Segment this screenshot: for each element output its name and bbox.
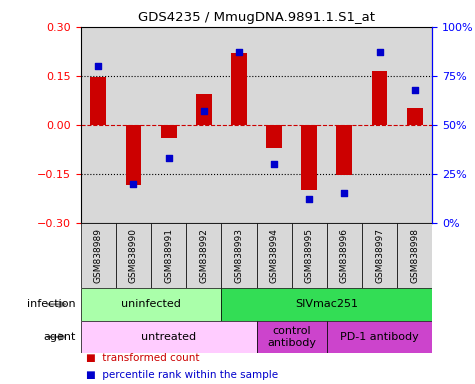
Bar — [327, 321, 432, 353]
Point — [95, 63, 102, 69]
Text: GSM838991: GSM838991 — [164, 228, 173, 283]
Point — [235, 49, 243, 55]
Bar — [362, 223, 397, 288]
Bar — [336, 125, 352, 175]
Point — [341, 190, 348, 197]
Title: GDS4235 / MmugDNA.9891.1.S1_at: GDS4235 / MmugDNA.9891.1.S1_at — [138, 11, 375, 24]
Bar — [292, 27, 327, 223]
Text: GSM838989: GSM838989 — [94, 228, 103, 283]
Bar — [186, 223, 221, 288]
Bar — [292, 223, 327, 288]
Text: GSM838995: GSM838995 — [305, 228, 314, 283]
Text: untreated: untreated — [141, 332, 196, 342]
Bar — [301, 125, 317, 190]
Bar — [266, 125, 282, 148]
Bar — [231, 53, 247, 125]
Bar — [221, 223, 256, 288]
Text: GSM838990: GSM838990 — [129, 228, 138, 283]
Bar — [90, 78, 106, 125]
Bar — [151, 27, 186, 223]
Bar — [161, 125, 177, 138]
Bar — [362, 27, 397, 223]
Point — [200, 108, 208, 114]
Bar — [116, 27, 151, 223]
Text: GSM838998: GSM838998 — [410, 228, 419, 283]
Point — [376, 49, 383, 55]
Text: control
antibody: control antibody — [267, 326, 316, 348]
Text: GSM838997: GSM838997 — [375, 228, 384, 283]
Bar — [327, 223, 362, 288]
Point — [305, 196, 313, 202]
Bar — [81, 288, 221, 321]
Text: SIVmac251: SIVmac251 — [295, 299, 358, 310]
Bar — [397, 27, 432, 223]
Point — [270, 161, 278, 167]
Text: GSM838993: GSM838993 — [235, 228, 243, 283]
Bar — [81, 321, 256, 353]
Bar — [256, 321, 327, 353]
Bar — [151, 223, 186, 288]
Bar — [397, 223, 432, 288]
Text: agent: agent — [44, 332, 76, 342]
Bar — [256, 27, 292, 223]
Text: uninfected: uninfected — [121, 299, 181, 310]
Bar — [256, 223, 292, 288]
Text: infection: infection — [28, 299, 76, 310]
Text: GSM838994: GSM838994 — [270, 228, 278, 283]
Text: ■  percentile rank within the sample: ■ percentile rank within the sample — [86, 370, 277, 380]
Bar — [221, 27, 256, 223]
Point — [411, 86, 418, 93]
Text: GSM838996: GSM838996 — [340, 228, 349, 283]
Bar — [371, 71, 388, 125]
Bar — [125, 125, 142, 185]
Bar — [196, 94, 212, 125]
Bar — [221, 288, 432, 321]
Bar — [116, 223, 151, 288]
Text: PD-1 antibody: PD-1 antibody — [340, 332, 419, 342]
Bar — [407, 109, 423, 125]
Bar — [81, 223, 116, 288]
Bar — [327, 27, 362, 223]
Bar — [186, 27, 221, 223]
Point — [130, 180, 137, 187]
Bar — [81, 27, 116, 223]
Text: GSM838992: GSM838992 — [200, 228, 208, 283]
Point — [165, 155, 172, 161]
Text: ■  transformed count: ■ transformed count — [86, 353, 199, 363]
